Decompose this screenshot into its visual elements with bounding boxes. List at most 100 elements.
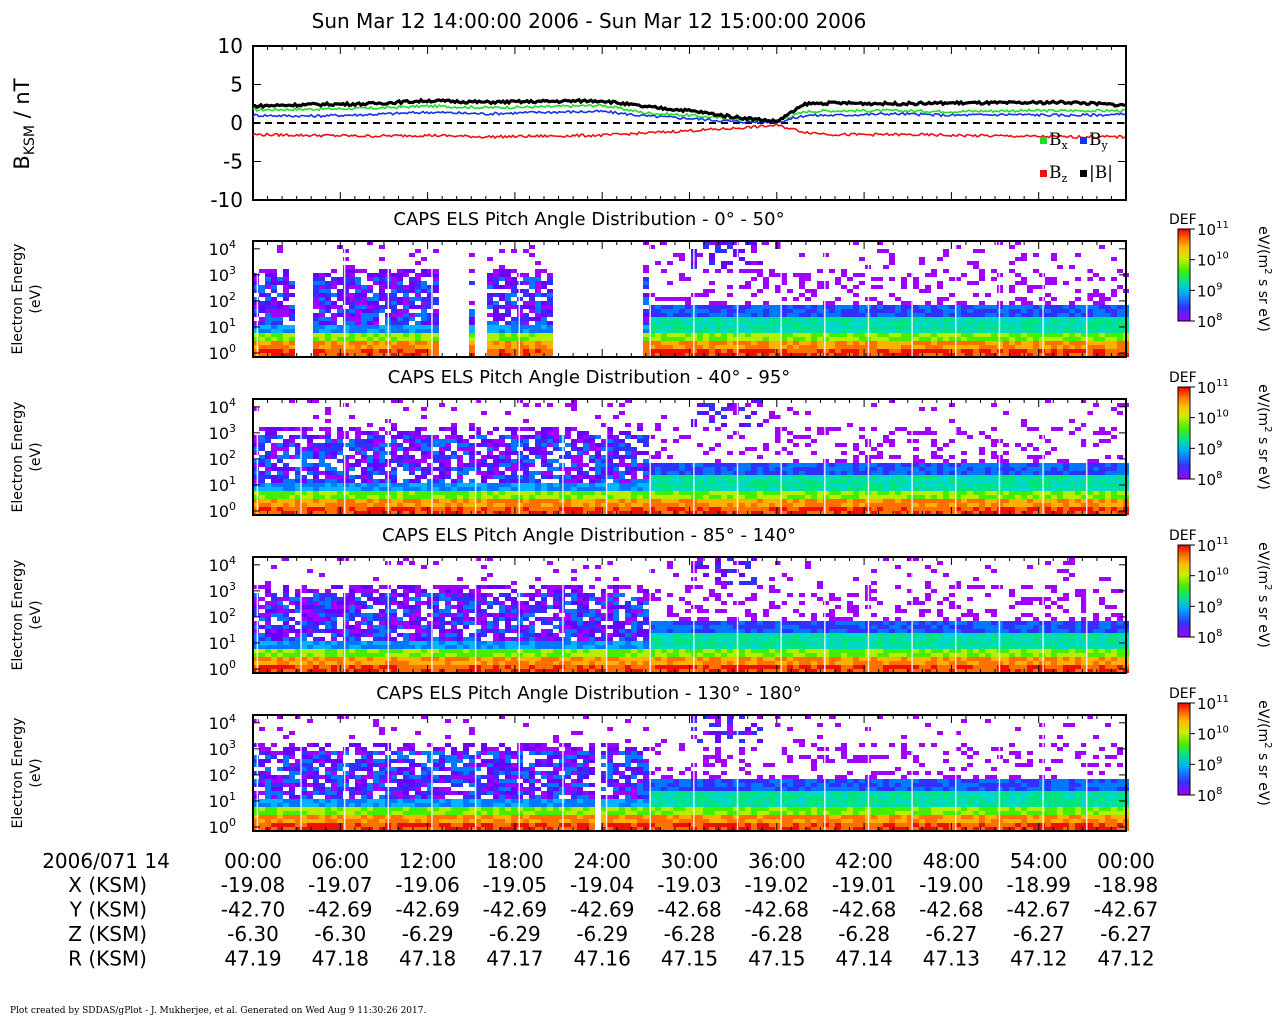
spectrogram-cell: [427, 349, 433, 353]
spectrogram-cell: [733, 491, 739, 495]
spectrogram-cell: [331, 321, 337, 325]
spectrogram-cell: [1081, 329, 1087, 333]
spectrogram-cell: [841, 317, 847, 321]
spectrogram-cell: [739, 423, 745, 427]
spectrogram-cell: [313, 399, 319, 403]
spectrogram-cell: [487, 353, 493, 357]
spectrogram-cell: [877, 507, 883, 511]
spectrogram-cell: [535, 507, 541, 511]
spectrogram-cell: [979, 471, 985, 475]
spectrogram-cell: [667, 507, 673, 511]
spectrogram-cell: [811, 467, 817, 471]
spectrogram-cell: [457, 483, 463, 487]
spectrogram-cell: [787, 491, 793, 495]
spectrogram-cell: [1099, 471, 1105, 475]
spectrogram-cell: [1081, 475, 1087, 479]
spectrogram-cell: [427, 317, 433, 321]
spectrogram-cell: [811, 329, 817, 333]
spectrogram-cell: [787, 329, 793, 333]
spectrogram-cell: [679, 325, 685, 329]
spectrogram-cell: [343, 285, 349, 289]
spectrogram-cell: [1057, 427, 1063, 431]
spectrogram-cell: [433, 443, 439, 447]
spectrogram-cell: [625, 447, 631, 451]
spectrogram-cell: [703, 289, 709, 293]
colorbar-tick-label: 108: [1197, 312, 1222, 331]
spectrogram-cell: [1093, 337, 1099, 341]
spectrogram-cell: [475, 499, 481, 503]
spectrogram-cell: [823, 483, 829, 487]
spectrogram-cell: [1003, 507, 1009, 511]
spectrogram-cell: [925, 479, 931, 483]
spectrogram-cell: [889, 345, 895, 349]
spectrogram-cell: [1111, 467, 1117, 471]
spectrogram-cell: [265, 471, 271, 475]
spectrogram-cell: [1045, 301, 1051, 305]
spectrogram-cell: [481, 507, 487, 511]
spectrogram-cell: [631, 451, 637, 455]
spectrogram-cell: [265, 273, 271, 277]
spectrogram-cell: [739, 285, 745, 289]
spectrogram-cell: [1117, 491, 1123, 495]
spectrogram-cell: [835, 467, 841, 471]
spectrogram-cell: [649, 341, 655, 345]
spectrogram-cell: [817, 309, 823, 313]
spectrogram-cell: [949, 463, 955, 467]
spectrogram-cell: [397, 349, 403, 353]
spectrogram-cell: [529, 507, 535, 511]
spectrogram-cell: [265, 475, 271, 479]
spectrogram-cell: [715, 503, 721, 507]
spectrogram-cell: [931, 471, 937, 475]
spectrogram-cell: [253, 285, 259, 289]
spectrogram-cell: [853, 471, 859, 475]
spectrogram-cell: [655, 349, 661, 353]
spectrogram-cell: [973, 341, 979, 345]
spectrogram-cell: [907, 431, 913, 435]
spectrogram-cell: [667, 337, 673, 341]
spectrogram-cell: [283, 277, 289, 281]
spectrogram-cell: [955, 349, 961, 353]
spectrogram-cell: [1057, 317, 1063, 321]
spectrogram-cell: [829, 487, 835, 491]
spectrogram-cell: [589, 443, 595, 447]
spectrogram-cell: [433, 499, 439, 503]
spectrogram-cell: [907, 309, 913, 313]
spectrogram-cell: [523, 463, 529, 467]
spectrogram-cell: [853, 479, 859, 483]
spectrogram-cell: [397, 431, 403, 435]
spectrogram-cell: [757, 353, 763, 357]
spectrogram-cell: [835, 475, 841, 479]
spectrogram-cell: [529, 435, 535, 439]
spectrogram-cell: [523, 301, 529, 305]
spectrogram-cell: [421, 301, 427, 305]
spectrogram-cell: [379, 277, 385, 281]
spectrogram-cell: [361, 495, 367, 499]
spectrogram-cell: [1117, 345, 1123, 349]
spectrogram-cell: [295, 503, 301, 507]
spectrogram-cell: [373, 321, 379, 325]
spectrogram-cell: [745, 269, 751, 273]
spectrogram-cell: [907, 353, 913, 357]
spectrogram-cell: [793, 325, 799, 329]
spectrogram-cell: [1057, 491, 1063, 495]
spectrogram-cell: [331, 325, 337, 329]
spectrogram-cell: [373, 293, 379, 297]
spectrogram-cell: [931, 317, 937, 321]
spectrogram-cell: [595, 479, 601, 483]
spectrogram-cell: [1099, 495, 1105, 499]
spectrogram-cell: [505, 301, 511, 305]
spectrogram-cell: [799, 313, 805, 317]
spectrogram-cell: [493, 269, 499, 273]
spectrogram-cell: [763, 419, 769, 423]
spectrogram-cell: [763, 487, 769, 491]
spectrogram-cell: [925, 353, 931, 357]
spectrogram-cell: [355, 317, 361, 321]
spectrogram-cell: [331, 495, 337, 499]
spectrogram-cell: [565, 483, 571, 487]
spectrogram-cell: [787, 499, 793, 503]
spectrogram-cell: [313, 301, 319, 305]
spectrogram-cell: [883, 475, 889, 479]
spectrogram-cell: [637, 467, 643, 471]
spectrogram-cell: [679, 317, 685, 321]
spectrogram-cell: [1015, 483, 1021, 487]
